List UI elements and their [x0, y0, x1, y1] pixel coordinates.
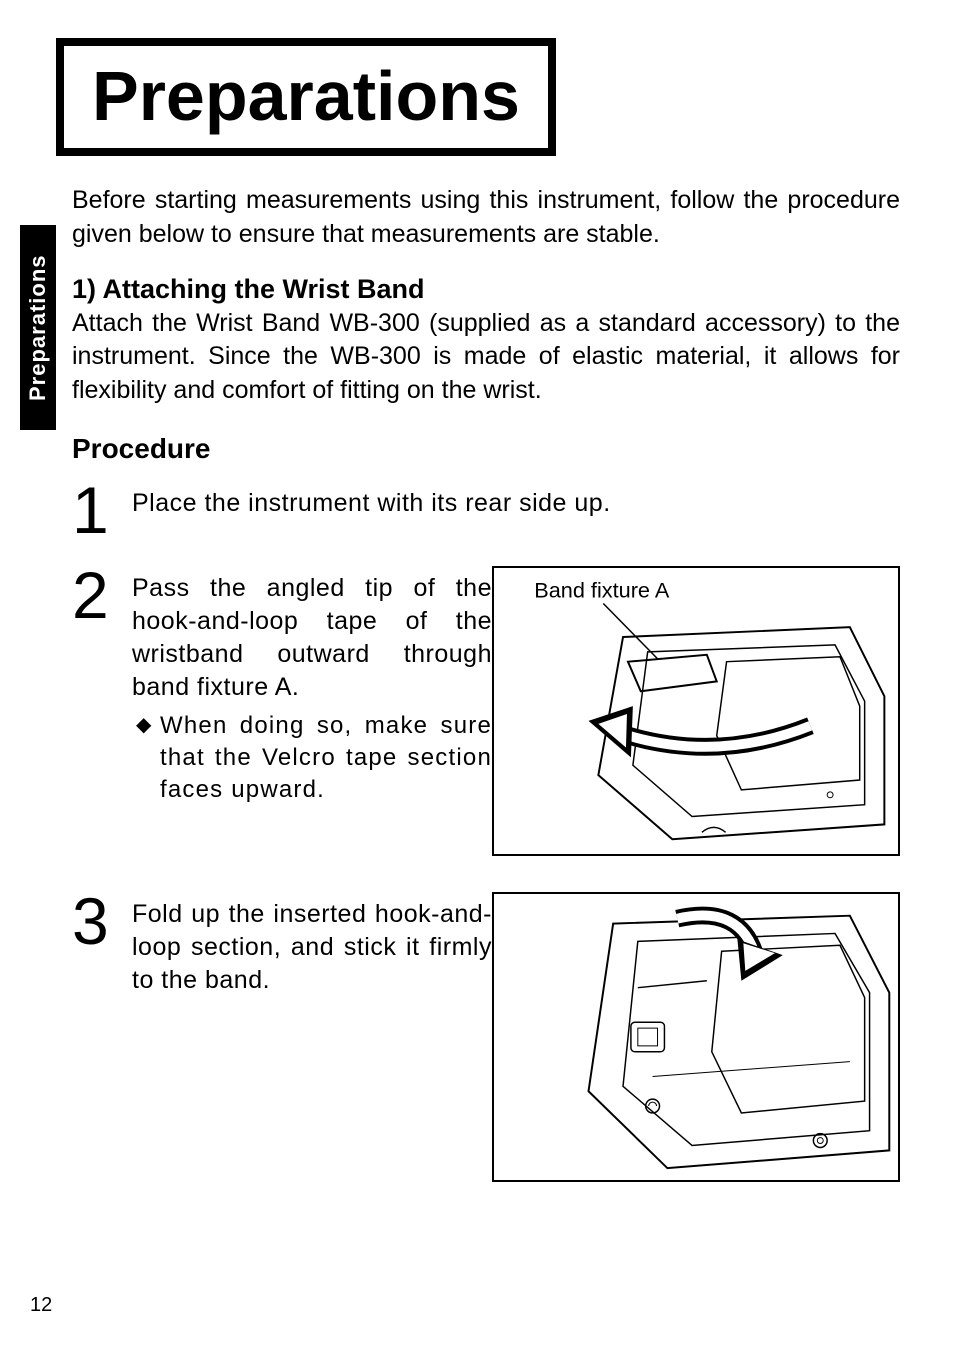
title-box: Preparations: [56, 38, 556, 156]
fig2-label: Band fixture A: [534, 578, 670, 603]
side-tab: Preparations: [20, 225, 56, 430]
page-title: Preparations: [92, 56, 520, 136]
step-3-row: 3 Fold up the inserted hook-and-loop sec…: [72, 892, 900, 1182]
step-1-number: 1: [72, 481, 132, 540]
step-2-text: Pass the angled tip of the hook-and-loop…: [132, 572, 492, 704]
side-tab-label: Preparations: [25, 254, 51, 401]
step-2-bullet: ◆ When doing so, make sure that the Velc…: [132, 710, 492, 805]
step-2-number: 2: [72, 566, 132, 805]
step-1-text: Place the instrument with its rear side …: [132, 487, 900, 520]
intro-text: Before starting measurements using this …: [72, 184, 900, 252]
step-3-text: Fold up the inserted hook-and-loop secti…: [132, 898, 492, 997]
section1-heading: 1) Attaching the Wrist Band: [72, 274, 900, 305]
figure-step-2: Band fixture A: [492, 566, 900, 856]
section1-body: Attach the Wrist Band WB-300 (supplied a…: [72, 307, 900, 408]
fold-arrow-icon: [677, 916, 783, 981]
arrow-icon: [589, 706, 811, 757]
diamond-bullet-icon: ◆: [132, 710, 160, 805]
step-2-row: 2 Pass the angled tip of the hook-and-lo…: [72, 566, 900, 856]
step-3-number: 3: [72, 892, 132, 997]
step-1: 1 Place the instrument with its rear sid…: [72, 481, 900, 540]
figure-step-3: [492, 892, 900, 1182]
procedure-heading: Procedure: [72, 433, 900, 465]
page-number: 12: [30, 1294, 52, 1317]
step-2-bullet-text: When doing so, make sure that the Velcro…: [160, 710, 492, 805]
